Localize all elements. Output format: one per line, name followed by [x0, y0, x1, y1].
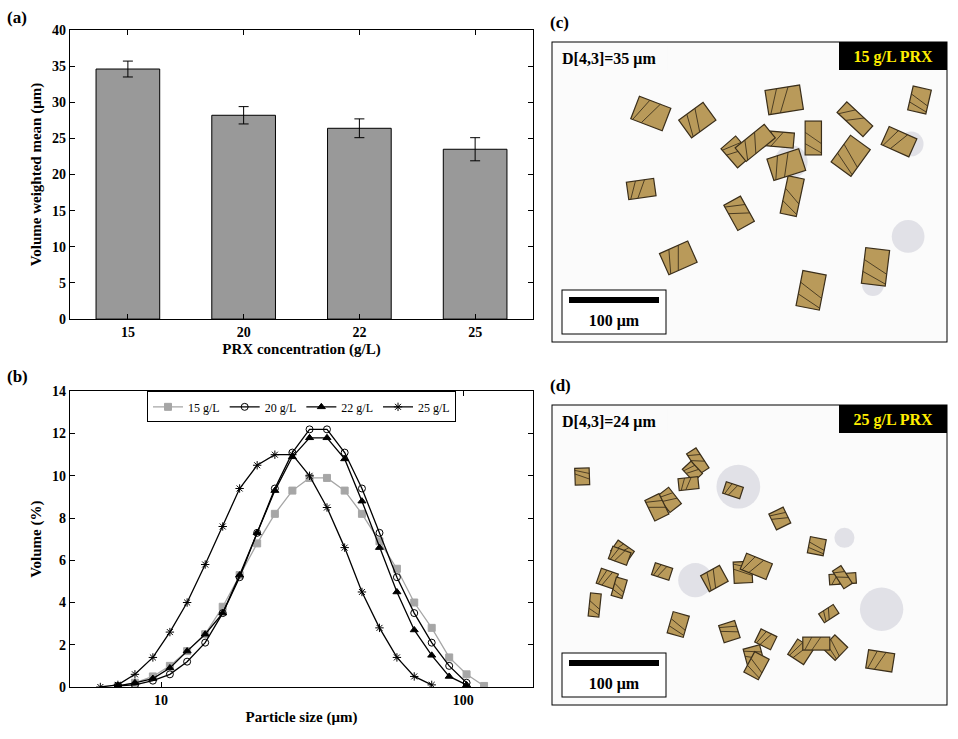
svg-text:100 μm: 100 μm [589, 312, 640, 330]
svg-text:4: 4 [59, 595, 66, 610]
svg-text:12: 12 [52, 426, 66, 441]
svg-text:10: 10 [154, 693, 168, 708]
svg-text:15: 15 [52, 204, 66, 219]
svg-text:30: 30 [52, 95, 66, 110]
svg-text:PRX concentration (g/L): PRX concentration (g/L) [222, 341, 380, 358]
svg-text:35: 35 [52, 59, 66, 74]
svg-text:25: 25 [468, 325, 482, 340]
svg-text:15 g/L: 15 g/L [188, 401, 220, 415]
svg-text:20: 20 [237, 325, 251, 340]
svg-text:8: 8 [59, 511, 66, 526]
svg-text:14: 14 [52, 384, 66, 399]
svg-text:25: 25 [52, 131, 66, 146]
svg-text:5: 5 [59, 276, 66, 291]
svg-text:25 g/L: 25 g/L [418, 401, 450, 415]
svg-text:(b): (b) [7, 367, 28, 386]
svg-text:10: 10 [52, 240, 66, 255]
svg-text:Particle size (μm): Particle size (μm) [246, 709, 358, 726]
svg-text:2: 2 [59, 638, 66, 653]
svg-text:D[4,3]=35 μm: D[4,3]=35 μm [562, 50, 656, 68]
svg-text:(d): (d) [550, 376, 571, 395]
svg-text:25 g/L PRX: 25 g/L PRX [853, 411, 933, 429]
svg-text:15 g/L PRX: 15 g/L PRX [853, 48, 933, 66]
svg-text:100 μm: 100 μm [589, 675, 640, 693]
svg-text:100: 100 [453, 693, 474, 708]
svg-text:Volume weighted mean (μm): Volume weighted mean (μm) [28, 83, 45, 266]
svg-text:10: 10 [52, 469, 66, 484]
svg-text:0: 0 [59, 680, 66, 695]
svg-text:15: 15 [121, 325, 135, 340]
svg-text:40: 40 [52, 23, 66, 38]
svg-text:22 g/L: 22 g/L [341, 401, 373, 415]
svg-text:Volume (%): Volume (%) [28, 500, 45, 577]
svg-text:6: 6 [59, 553, 66, 568]
svg-text:(a): (a) [7, 8, 27, 27]
svg-text:0: 0 [59, 312, 66, 327]
svg-text:(c): (c) [550, 13, 569, 32]
svg-text:20: 20 [52, 167, 66, 182]
svg-text:D[4,3]=24 μm: D[4,3]=24 μm [562, 413, 656, 431]
svg-text:22: 22 [352, 325, 366, 340]
svg-text:20 g/L: 20 g/L [265, 401, 297, 415]
